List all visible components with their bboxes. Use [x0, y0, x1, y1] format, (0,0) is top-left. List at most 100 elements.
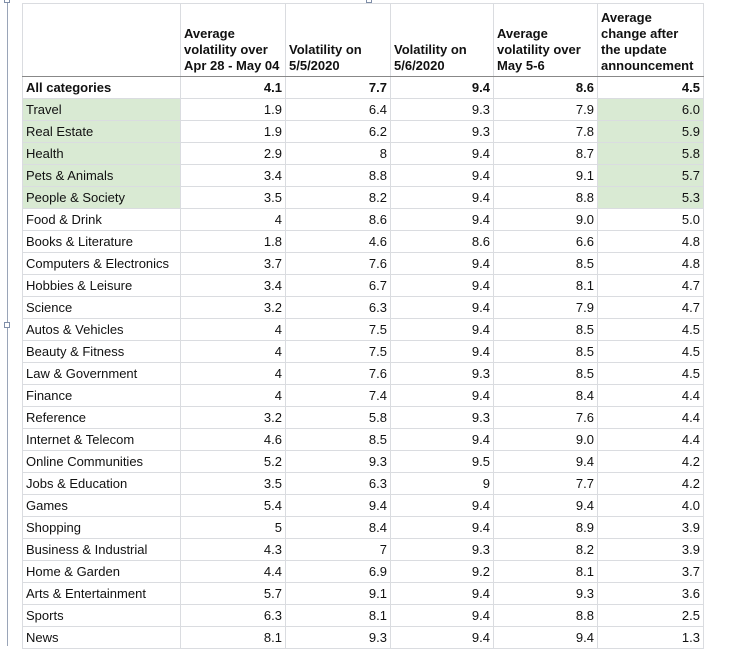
value-cell[interactable]: 5.8: [285, 406, 391, 429]
value-cell[interactable]: 4.8: [597, 252, 704, 275]
value-cell[interactable]: 3.9: [597, 538, 704, 561]
category-cell[interactable]: Health: [22, 142, 181, 165]
value-cell[interactable]: 9.4: [493, 450, 598, 473]
value-cell[interactable]: 9.4: [390, 274, 494, 297]
value-cell[interactable]: 3.5: [180, 186, 286, 209]
value-cell[interactable]: 3.2: [180, 406, 286, 429]
value-cell[interactable]: 7.6: [493, 406, 598, 429]
value-cell[interactable]: 8.5: [493, 362, 598, 385]
value-cell[interactable]: 8.5: [493, 318, 598, 341]
value-cell[interactable]: 9.4: [390, 76, 494, 99]
category-cell[interactable]: Business & Industrial: [22, 538, 181, 561]
value-cell[interactable]: 9.3: [493, 582, 598, 605]
category-cell[interactable]: Hobbies & Leisure: [22, 274, 181, 297]
value-cell[interactable]: 6.3: [180, 604, 286, 627]
value-cell[interactable]: 8.4: [285, 516, 391, 539]
category-cell[interactable]: Home & Garden: [22, 560, 181, 583]
value-cell[interactable]: 4.5: [597, 318, 704, 341]
value-cell[interactable]: 9.4: [390, 626, 494, 649]
value-cell[interactable]: 3.7: [180, 252, 286, 275]
value-cell[interactable]: 9.1: [493, 164, 598, 187]
value-cell[interactable]: 4.7: [597, 296, 704, 319]
value-cell[interactable]: 8.2: [285, 186, 391, 209]
value-cell[interactable]: 9.4: [390, 186, 494, 209]
value-cell[interactable]: 5.3: [597, 186, 704, 209]
value-cell[interactable]: 8.9: [493, 516, 598, 539]
value-cell[interactable]: 9.0: [493, 428, 598, 451]
category-cell[interactable]: Science: [22, 296, 181, 319]
value-cell[interactable]: 2.5: [597, 604, 704, 627]
value-cell[interactable]: 6.2: [285, 120, 391, 143]
value-cell[interactable]: 7.5: [285, 318, 391, 341]
value-cell[interactable]: 9: [390, 472, 494, 495]
value-cell[interactable]: 8.6: [493, 76, 598, 99]
value-cell[interactable]: 4.3: [180, 538, 286, 561]
value-cell[interactable]: 4.2: [597, 450, 704, 473]
value-cell[interactable]: 9.4: [390, 604, 494, 627]
value-cell[interactable]: 3.6: [597, 582, 704, 605]
value-cell[interactable]: 5.7: [597, 164, 704, 187]
value-cell[interactable]: 4: [180, 318, 286, 341]
value-cell[interactable]: 6.0: [597, 98, 704, 121]
value-cell[interactable]: 7.6: [285, 252, 391, 275]
value-cell[interactable]: 8.5: [285, 428, 391, 451]
value-cell[interactable]: 5: [180, 516, 286, 539]
value-cell[interactable]: 6.4: [285, 98, 391, 121]
value-cell[interactable]: 7.8: [493, 120, 598, 143]
value-cell[interactable]: 6.3: [285, 472, 391, 495]
value-cell[interactable]: 8.6: [390, 230, 494, 253]
value-cell[interactable]: 9.4: [390, 582, 494, 605]
value-cell[interactable]: 4.4: [180, 560, 286, 583]
category-cell[interactable]: Travel: [22, 98, 181, 121]
value-cell[interactable]: 2.9: [180, 142, 286, 165]
value-cell[interactable]: 7: [285, 538, 391, 561]
value-cell[interactable]: 8.1: [493, 274, 598, 297]
value-cell[interactable]: 9.3: [285, 450, 391, 473]
value-cell[interactable]: 4.6: [180, 428, 286, 451]
category-cell[interactable]: Arts & Entertainment: [22, 582, 181, 605]
category-cell[interactable]: Beauty & Fitness: [22, 340, 181, 363]
value-cell[interactable]: 9.4: [390, 252, 494, 275]
value-cell[interactable]: 9.5: [390, 450, 494, 473]
value-cell[interactable]: 5.7: [180, 582, 286, 605]
value-cell[interactable]: 4.1: [180, 76, 286, 99]
value-cell[interactable]: 5.2: [180, 450, 286, 473]
value-cell[interactable]: 8.7: [493, 142, 598, 165]
selection-handle-top[interactable]: [366, 0, 372, 3]
value-cell[interactable]: 8.5: [493, 340, 598, 363]
value-cell[interactable]: 9.3: [390, 538, 494, 561]
value-cell[interactable]: 9.3: [390, 362, 494, 385]
category-cell[interactable]: Online Communities: [22, 450, 181, 473]
value-cell[interactable]: 5.8: [597, 142, 704, 165]
value-cell[interactable]: 8.4: [493, 384, 598, 407]
category-cell[interactable]: Books & Literature: [22, 230, 181, 253]
category-cell[interactable]: People & Society: [22, 186, 181, 209]
category-cell[interactable]: Games: [22, 494, 181, 517]
category-cell[interactable]: Real Estate: [22, 120, 181, 143]
category-cell[interactable]: Computers & Electronics: [22, 252, 181, 275]
value-cell[interactable]: 4.8: [597, 230, 704, 253]
value-cell[interactable]: 6.3: [285, 296, 391, 319]
value-cell[interactable]: 3.7: [597, 560, 704, 583]
value-cell[interactable]: 9.4: [390, 428, 494, 451]
category-cell[interactable]: Sports: [22, 604, 181, 627]
value-cell[interactable]: 7.4: [285, 384, 391, 407]
value-cell[interactable]: 9.3: [390, 406, 494, 429]
value-cell[interactable]: 9.3: [285, 626, 391, 649]
value-cell[interactable]: 8.8: [285, 164, 391, 187]
value-cell[interactable]: 9.4: [493, 626, 598, 649]
value-cell[interactable]: 4: [180, 208, 286, 231]
value-cell[interactable]: 4: [180, 362, 286, 385]
value-cell[interactable]: 9.4: [493, 494, 598, 517]
category-cell[interactable]: Finance: [22, 384, 181, 407]
value-cell[interactable]: 4.4: [597, 428, 704, 451]
value-cell[interactable]: 8.6: [285, 208, 391, 231]
value-cell[interactable]: 9.4: [390, 142, 494, 165]
value-cell[interactable]: 9.4: [390, 164, 494, 187]
selection-handle-left[interactable]: [4, 322, 10, 328]
value-cell[interactable]: 4: [180, 340, 286, 363]
value-cell[interactable]: 4.0: [597, 494, 704, 517]
value-cell[interactable]: 9.4: [390, 384, 494, 407]
value-cell[interactable]: 9.3: [390, 120, 494, 143]
value-cell[interactable]: 9.4: [390, 516, 494, 539]
